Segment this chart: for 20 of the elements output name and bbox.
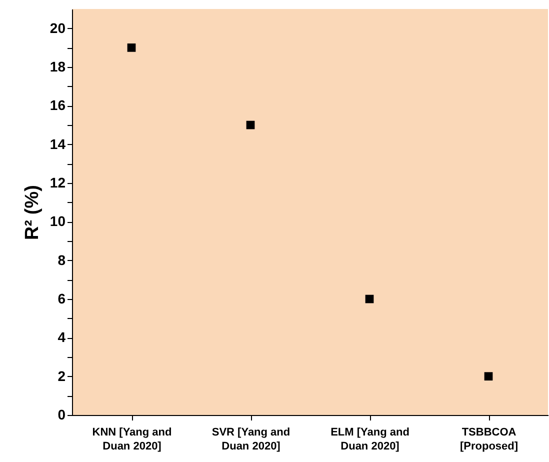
y-tick-label: 20 [50,20,66,36]
y-tick-label: 10 [50,213,66,230]
point [246,120,255,130]
y-axis-title: R² (%) [22,185,43,240]
y-tick-label: 14 [50,136,66,152]
x-tick-label: ELM [Yang and Duan 2020] [330,426,410,452]
y-tick-label: 16 [50,97,66,114]
x-tick-label: TSBBCOA [Proposed] [460,426,518,452]
y-tick-label: 12 [50,174,66,190]
point [484,372,493,381]
y-tick-label: 18 [50,58,66,74]
y-tick-label: 2 [58,368,66,384]
y-tick-label: 6 [58,290,66,306]
y-tick-label: 4 [58,329,66,346]
point [127,43,136,52]
y-tick-label: 8 [58,252,66,268]
y-tick-label: 0 [58,406,66,422]
point [365,294,374,304]
x-tick-label: KNN [Yang and Duan 2020] [92,426,172,452]
x-tick-label: SVR [Yang and Duan 2020] [212,426,290,452]
